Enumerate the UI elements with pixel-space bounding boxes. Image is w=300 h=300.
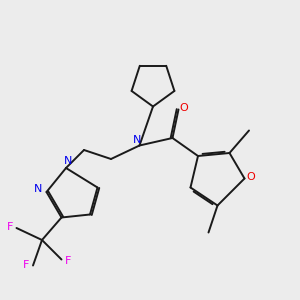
Text: N: N: [34, 184, 42, 194]
Text: N: N: [64, 155, 73, 166]
Text: O: O: [179, 103, 188, 113]
Text: O: O: [247, 172, 256, 182]
Text: F: F: [23, 260, 30, 271]
Text: F: F: [7, 221, 13, 232]
Text: F: F: [65, 256, 71, 266]
Text: N: N: [133, 135, 141, 145]
